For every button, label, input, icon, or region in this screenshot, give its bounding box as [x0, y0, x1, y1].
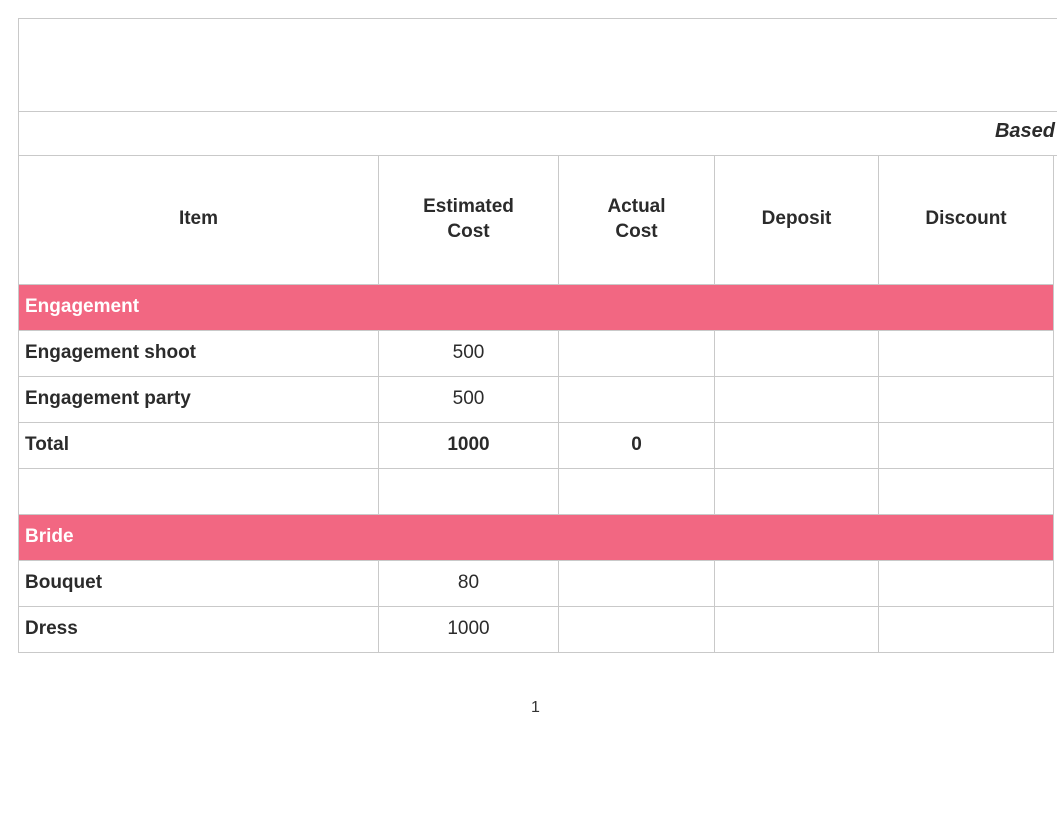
table-row: Engagement party500 [19, 376, 1054, 422]
item-cell: Engagement shoot [19, 330, 379, 376]
col-header-deposit: Deposit [715, 156, 879, 284]
estimated-cell: 1000 [379, 606, 559, 652]
spacer-row [19, 468, 1054, 514]
estimated-cell: 1000 [379, 422, 559, 468]
table-body: EngagementEngagement shoot500Engagement … [19, 284, 1054, 652]
discount-cell [879, 606, 1054, 652]
actual-cell [559, 606, 715, 652]
section-header-cell: Bride [19, 514, 1054, 560]
discount-cell [879, 376, 1054, 422]
spacer-cell [879, 468, 1054, 514]
subtitle-row: Based [18, 112, 1057, 156]
discount-cell [879, 560, 1054, 606]
estimated-cell: 80 [379, 560, 559, 606]
table-header: Item Estimated Cost Actual Cost Deposit … [19, 156, 1054, 284]
col-header-item: Item [19, 156, 379, 284]
deposit-cell [715, 376, 879, 422]
deposit-cell [715, 422, 879, 468]
budget-table: Item Estimated Cost Actual Cost Deposit … [18, 156, 1054, 653]
item-cell: Bouquet [19, 560, 379, 606]
spacer-cell [715, 468, 879, 514]
table-row: Bouquet80 [19, 560, 1054, 606]
actual-cell [559, 376, 715, 422]
deposit-cell [715, 330, 879, 376]
col-header-actual-label: Actual Cost [607, 196, 665, 242]
actual-cell [559, 330, 715, 376]
table-row: Engagement shoot500 [19, 330, 1054, 376]
discount-cell [879, 422, 1054, 468]
item-cell: Engagement party [19, 376, 379, 422]
estimated-cell: 500 [379, 330, 559, 376]
col-header-actual: Actual Cost [559, 156, 715, 284]
blank-header-row [18, 18, 1057, 112]
section-header-row: Engagement [19, 284, 1054, 330]
spacer-cell [379, 468, 559, 514]
subtitle-fragment: Based [995, 120, 1055, 143]
deposit-cell [715, 606, 879, 652]
section-header-row: Bride [19, 514, 1054, 560]
col-header-estimated-label: Estimated Cost [423, 196, 514, 242]
col-header-estimated: Estimated Cost [379, 156, 559, 284]
actual-cell: 0 [559, 422, 715, 468]
spacer-cell [19, 468, 379, 514]
estimated-cell: 500 [379, 376, 559, 422]
document-page: Based Item Estimated Cost Actual Cost De… [0, 0, 1057, 717]
item-cell: Total [19, 422, 379, 468]
actual-cell [559, 560, 715, 606]
section-header-cell: Engagement [19, 284, 1054, 330]
col-header-discount: Discount [879, 156, 1054, 284]
table-row: Dress1000 [19, 606, 1054, 652]
discount-cell [879, 330, 1054, 376]
page-number: 1 [18, 699, 1053, 717]
table-row: Total10000 [19, 422, 1054, 468]
spacer-cell [559, 468, 715, 514]
item-cell: Dress [19, 606, 379, 652]
deposit-cell [715, 560, 879, 606]
